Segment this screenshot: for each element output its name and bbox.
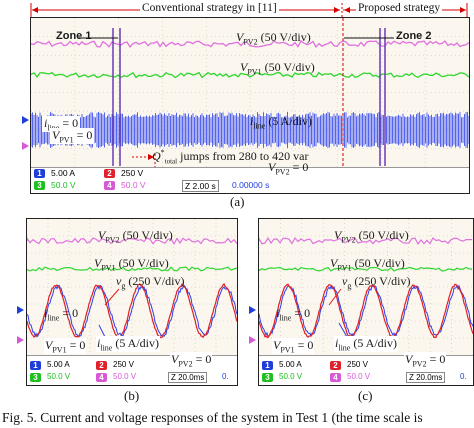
vpv2-trace-b [27, 237, 237, 245]
ch1-marker-b [17, 306, 24, 314]
vpv2-label-c: VPV2 (50 V/div) [334, 228, 409, 245]
vpv2-zero-label-c: VPV2 = 0 [404, 352, 447, 369]
vpv1-label-b: VPV1 (50 V/div) [94, 256, 169, 273]
vpv1-trace-a [31, 71, 469, 79]
iline-zero-label-c: iline = 0 [276, 306, 311, 323]
time-readout-a: 0.00000 s [232, 180, 270, 190]
ch1-setting-c: 1 5.00 A [262, 360, 305, 370]
ch4-marker-b [17, 336, 24, 344]
vpv1-zero-label-c: VPV1 = 0 [272, 338, 315, 355]
vg-trace-b [27, 282, 237, 339]
iline-label-a: iline (5 A/div) [250, 114, 313, 131]
vpv1-trace-c [259, 266, 473, 272]
ch2-setting-c: 2 250 V [330, 360, 371, 370]
vpv1-zero-label-a: VPV1 = 0 [50, 128, 95, 145]
ch1-setting-b: 1 5.00 A [30, 360, 73, 370]
ch1-setting-a: 1 5.00 A [34, 168, 79, 178]
caption-c: (c) [358, 388, 373, 403]
ch1-marker-a [22, 116, 29, 124]
vpv1-label-c: VPV1 (50 V/div) [330, 256, 405, 273]
ch2-setting-a: 2 250 V [104, 168, 147, 178]
zone2-label: Zone 2 [396, 30, 432, 42]
zone1-arrows [78, 37, 118, 39]
ch2-setting-b: 2 250 V [96, 360, 137, 370]
vpv1-label-a: VPV1 (50 V/div) [240, 60, 315, 77]
vpv2-zero-label-a: VPV2 = 0 [268, 160, 309, 177]
ch1-marker-c [249, 306, 256, 314]
vpv2-label-b: VPV2 (50 V/div) [98, 228, 173, 245]
vpv1-trace-b [27, 266, 237, 272]
q-jump-label: Q*total jumps from 280 to 420 var [152, 148, 309, 166]
figure-caption: Fig. 5. Current and voltage responses of… [2, 410, 423, 425]
ch4-setting-c: 4 50.0 V [330, 372, 374, 382]
zone2-arrows [344, 37, 394, 39]
banner-proposed: Proposed strategy [356, 2, 443, 14]
scope-b-waves [27, 219, 237, 355]
ch4-marker-c [249, 336, 256, 344]
vpv1-zero-label-b: VPV1 = 0 [44, 338, 87, 355]
vg-label-c: vg (250 V/div) [342, 274, 411, 291]
vpv2-trace-c [259, 236, 472, 246]
q-jump-arrow [130, 154, 154, 160]
ch4-setting-b: 4 50.0 V [96, 372, 140, 382]
vpv2-label-a: VPV2 (50 V/div) [236, 30, 311, 47]
iline-zero-label-b: iline = 0 [44, 306, 79, 323]
iline-trace-b [27, 284, 237, 338]
banner-conventional: Conventional strategy in [11] [140, 2, 279, 14]
zone1-label: Zone 1 [56, 30, 92, 42]
time-readout-b: 0. [222, 372, 229, 381]
caption-b: (b) [124, 388, 140, 403]
iline-label-b: iline (5 A/div) [96, 336, 161, 353]
ch4-marker-a [22, 142, 29, 150]
ch3-setting-b: 3 50.0 V [30, 372, 74, 382]
ch3-setting-c: 3 50.0 V [262, 372, 306, 382]
iline-arrow-c [338, 322, 348, 338]
iline-label-c: iline (5 A/div) [334, 336, 399, 353]
vg-arrow-b [104, 288, 120, 306]
vg-label-b: vg (250 V/div) [116, 274, 185, 291]
ch4-setting-a: 4 50.0 V [104, 180, 149, 190]
timebase-b: Z 20.0ms [168, 372, 208, 383]
vg-trace-c [259, 283, 473, 339]
caption-a: (a) [230, 194, 245, 209]
ch3-setting-a: 3 50.0 V [34, 180, 79, 190]
scope-c-waves [259, 219, 473, 355]
iline-arrow-b [98, 324, 106, 338]
vpv2-zero-label-b: VPV2 = 0 [170, 352, 213, 369]
vpv2-trace-a [31, 40, 469, 48]
timebase-c: Z 20.0ms [406, 372, 446, 383]
time-readout-c: 0. [460, 372, 467, 381]
vg-arrow-c [328, 288, 342, 306]
timebase-a: Z 2.00 s [182, 180, 219, 192]
